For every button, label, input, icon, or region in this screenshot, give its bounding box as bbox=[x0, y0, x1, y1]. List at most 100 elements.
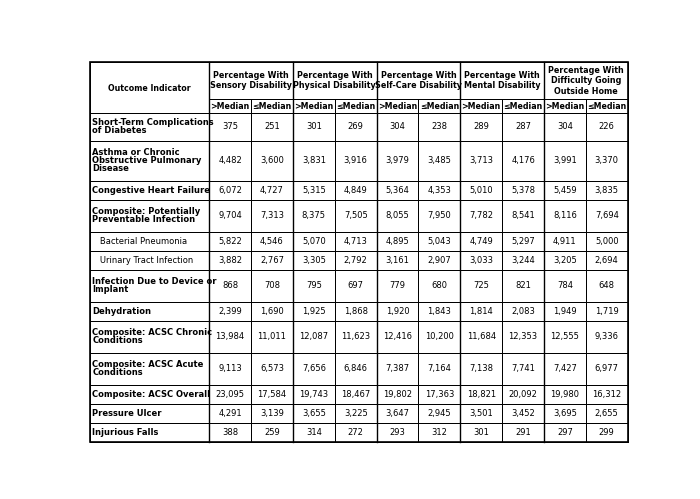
Text: 3,647: 3,647 bbox=[386, 409, 410, 418]
Text: ≤Median: ≤Median bbox=[336, 102, 375, 111]
Text: 17,584: 17,584 bbox=[258, 390, 286, 399]
Bar bbox=[335, 353, 377, 385]
Bar bbox=[419, 113, 461, 141]
Text: 312: 312 bbox=[431, 428, 447, 437]
Bar bbox=[377, 113, 419, 141]
Bar bbox=[251, 321, 293, 353]
Bar bbox=[335, 321, 377, 353]
Bar bbox=[544, 62, 628, 99]
Text: 291: 291 bbox=[515, 428, 531, 437]
Bar bbox=[544, 113, 586, 141]
Text: 11,684: 11,684 bbox=[467, 332, 496, 341]
Bar bbox=[209, 181, 251, 200]
Bar bbox=[544, 302, 586, 321]
Text: 19,980: 19,980 bbox=[550, 390, 580, 399]
Text: 388: 388 bbox=[222, 428, 238, 437]
Text: 4,482: 4,482 bbox=[218, 156, 242, 165]
Text: 1,949: 1,949 bbox=[553, 307, 577, 316]
Text: 5,459: 5,459 bbox=[553, 186, 577, 195]
Bar bbox=[293, 404, 335, 423]
Text: 7,387: 7,387 bbox=[386, 364, 410, 373]
Bar bbox=[209, 423, 251, 442]
Bar bbox=[502, 423, 544, 442]
Bar bbox=[544, 200, 586, 232]
Text: 269: 269 bbox=[348, 122, 363, 131]
Bar bbox=[502, 200, 544, 232]
Text: 7,313: 7,313 bbox=[260, 212, 284, 221]
Text: 301: 301 bbox=[306, 122, 322, 131]
Text: 1,719: 1,719 bbox=[595, 307, 619, 316]
Text: Percentage With
Sensory Disability: Percentage With Sensory Disability bbox=[210, 71, 292, 90]
Bar bbox=[209, 321, 251, 353]
Text: ≤Median: ≤Median bbox=[587, 102, 626, 111]
Bar bbox=[90, 302, 209, 321]
Text: 5,315: 5,315 bbox=[302, 186, 326, 195]
Bar bbox=[461, 181, 502, 200]
Text: 2,907: 2,907 bbox=[428, 256, 452, 265]
Bar bbox=[419, 200, 461, 232]
Text: 1,920: 1,920 bbox=[386, 307, 410, 316]
Bar bbox=[544, 99, 586, 113]
Text: 784: 784 bbox=[557, 281, 573, 290]
Bar bbox=[461, 270, 502, 302]
Text: 238: 238 bbox=[431, 122, 447, 131]
Bar bbox=[419, 353, 461, 385]
Bar bbox=[461, 232, 502, 251]
Bar bbox=[293, 232, 335, 251]
Text: 251: 251 bbox=[264, 122, 280, 131]
Text: 287: 287 bbox=[515, 122, 531, 131]
Text: 8,375: 8,375 bbox=[302, 212, 326, 221]
Text: 6,846: 6,846 bbox=[344, 364, 368, 373]
Text: >Median: >Median bbox=[545, 102, 584, 111]
Text: 259: 259 bbox=[264, 428, 280, 437]
Text: 2,399: 2,399 bbox=[218, 307, 242, 316]
Text: 3,916: 3,916 bbox=[344, 156, 368, 165]
Bar bbox=[335, 385, 377, 404]
Bar bbox=[377, 321, 419, 353]
Text: 8,116: 8,116 bbox=[553, 212, 577, 221]
Text: 2,083: 2,083 bbox=[511, 307, 535, 316]
Text: 1,868: 1,868 bbox=[344, 307, 368, 316]
Bar bbox=[461, 353, 502, 385]
Bar bbox=[461, 404, 502, 423]
Text: 7,427: 7,427 bbox=[553, 364, 577, 373]
Bar bbox=[377, 385, 419, 404]
Text: 7,694: 7,694 bbox=[595, 212, 619, 221]
Bar bbox=[335, 423, 377, 442]
Bar bbox=[90, 385, 209, 404]
Text: Urinary Tract Infection: Urinary Tract Infection bbox=[92, 256, 193, 265]
Bar bbox=[544, 423, 586, 442]
Text: 9,336: 9,336 bbox=[595, 332, 619, 341]
Bar bbox=[293, 385, 335, 404]
Text: 4,176: 4,176 bbox=[511, 156, 535, 165]
Bar bbox=[502, 141, 544, 181]
Bar bbox=[90, 404, 209, 423]
Text: 9,704: 9,704 bbox=[218, 212, 242, 221]
Text: 1,843: 1,843 bbox=[428, 307, 452, 316]
Text: 18,467: 18,467 bbox=[341, 390, 370, 399]
Bar bbox=[461, 141, 502, 181]
Text: 7,656: 7,656 bbox=[302, 364, 326, 373]
Text: 3,695: 3,695 bbox=[553, 409, 577, 418]
Text: Asthma or Chronic: Asthma or Chronic bbox=[92, 148, 180, 157]
Text: 1,690: 1,690 bbox=[260, 307, 284, 316]
Bar bbox=[293, 181, 335, 200]
Bar bbox=[419, 270, 461, 302]
Text: 5,070: 5,070 bbox=[302, 237, 326, 246]
Bar bbox=[586, 270, 628, 302]
Bar bbox=[251, 353, 293, 385]
Bar bbox=[419, 99, 461, 113]
Bar bbox=[544, 385, 586, 404]
Bar bbox=[90, 141, 209, 181]
Text: Disease: Disease bbox=[92, 164, 129, 173]
Bar bbox=[90, 62, 209, 113]
Bar bbox=[251, 200, 293, 232]
Bar bbox=[293, 200, 335, 232]
Bar bbox=[335, 181, 377, 200]
Bar bbox=[209, 404, 251, 423]
Bar bbox=[419, 385, 461, 404]
Bar bbox=[586, 141, 628, 181]
Text: 7,741: 7,741 bbox=[511, 364, 535, 373]
Bar bbox=[90, 181, 209, 200]
Bar bbox=[544, 404, 586, 423]
